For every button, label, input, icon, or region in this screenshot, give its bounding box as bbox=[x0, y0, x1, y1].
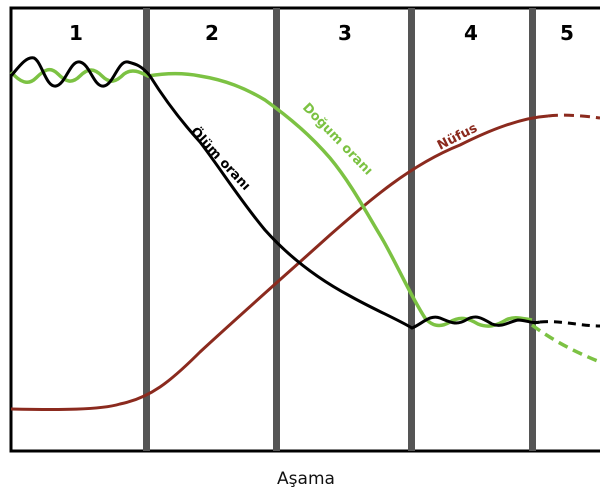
death-rate-curve-projection bbox=[539, 320, 600, 328]
birth-rate-curve-projection bbox=[530, 323, 600, 364]
stage-numbers: 1 2 3 4 5 bbox=[69, 21, 574, 45]
stage-number-4: 4 bbox=[464, 21, 478, 45]
x-axis-label: Aşama bbox=[277, 469, 335, 489]
stage-divider-3-4 bbox=[408, 8, 415, 451]
stage-divider-4-5 bbox=[529, 8, 536, 451]
population-curve-projection bbox=[547, 113, 600, 120]
stage-divider-1-2 bbox=[143, 8, 150, 451]
stage-number-2: 2 bbox=[205, 21, 219, 45]
stage-number-5: 5 bbox=[560, 21, 574, 45]
birth-rate-curve bbox=[9, 67, 533, 328]
population-curve bbox=[10, 114, 549, 411]
stage-number-1: 1 bbox=[69, 21, 83, 45]
stage-dividers bbox=[143, 8, 536, 451]
stage-divider-2-3 bbox=[273, 8, 280, 451]
death-rate-curve bbox=[9, 56, 541, 330]
stage-number-3: 3 bbox=[338, 21, 352, 45]
